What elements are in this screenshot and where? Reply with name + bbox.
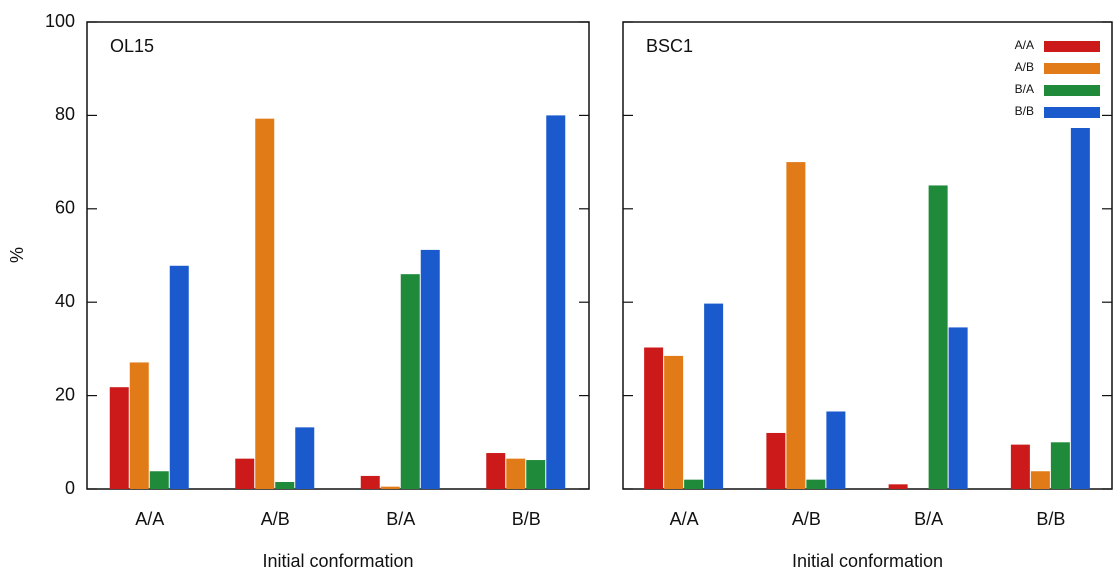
bar: [664, 355, 684, 489]
bar: [888, 484, 908, 489]
plot-frame: [622, 21, 1113, 490]
x-axis-label: Initial conformation: [792, 551, 943, 571]
x-tick-label: A/B: [261, 509, 290, 529]
bar: [109, 387, 129, 489]
x-tick-label: B/B: [512, 509, 541, 529]
legend-swatch: [1044, 85, 1100, 96]
y-axis-label: %: [7, 247, 27, 263]
x-tick-label: A/A: [670, 509, 699, 529]
bar: [806, 479, 826, 489]
y-tick-label: 60: [55, 198, 75, 218]
bar: [704, 303, 724, 489]
bar: [360, 475, 380, 489]
x-axis-label: Initial conformation: [262, 551, 413, 571]
bar: [826, 411, 846, 489]
panel-title: BSC1: [646, 36, 693, 56]
bar: [129, 362, 149, 489]
x-tick-label: A/B: [792, 509, 821, 529]
y-tick-label: 40: [55, 291, 75, 311]
bar: [546, 115, 566, 490]
bar: [1070, 128, 1090, 489]
x-tick-label: B/B: [1036, 509, 1065, 529]
bar: [786, 162, 806, 489]
bar: [275, 481, 295, 489]
bar: [506, 458, 526, 489]
bar: [255, 118, 275, 489]
bar: [149, 471, 169, 489]
x-tick-label: A/A: [135, 509, 164, 529]
legend-label: A/B: [1015, 60, 1034, 74]
y-tick-label: 0: [65, 478, 75, 498]
bar: [400, 274, 420, 489]
bar: [486, 453, 506, 489]
panel-title: OL15: [110, 36, 154, 56]
legend-swatch: [1044, 41, 1100, 52]
bar: [526, 460, 546, 489]
bar: [235, 458, 255, 489]
x-tick-label: B/A: [914, 509, 943, 529]
bar: [169, 265, 189, 489]
y-tick-label: 20: [55, 384, 75, 404]
legend-label: B/B: [1015, 104, 1034, 118]
legend-label: A/A: [1015, 38, 1034, 52]
bar: [1030, 471, 1050, 489]
bar: [295, 427, 315, 489]
legend-swatch: [1044, 107, 1100, 118]
x-tick-label: B/A: [386, 509, 415, 529]
bar: [1050, 442, 1070, 489]
y-tick-label: 100: [45, 11, 75, 31]
plot-frame: [86, 21, 590, 490]
bar: [948, 327, 968, 489]
bar: [1010, 444, 1030, 489]
bar: [644, 347, 664, 489]
bar: [380, 486, 400, 489]
bar: [420, 249, 440, 489]
bar: [928, 185, 948, 489]
bar: [766, 432, 786, 489]
legend-swatch: [1044, 63, 1100, 74]
y-tick-label: 80: [55, 104, 75, 124]
legend-label: B/A: [1015, 82, 1034, 96]
bar: [684, 479, 704, 489]
